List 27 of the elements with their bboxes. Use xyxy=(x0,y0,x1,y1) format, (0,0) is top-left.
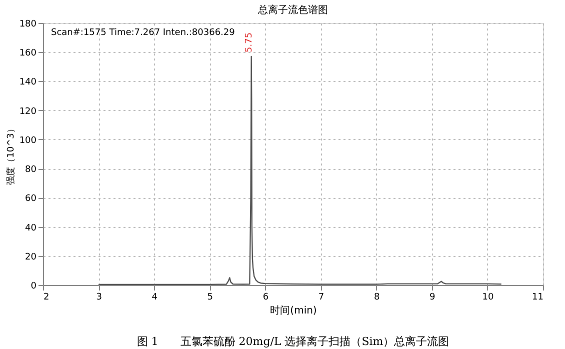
x-tick-label: 3 xyxy=(96,292,102,302)
x-tick-label: 4 xyxy=(152,292,158,302)
x-tick-label: 9 xyxy=(430,292,436,302)
y-tick-label: 100 xyxy=(19,136,37,146)
annotation: 5.75 xyxy=(244,32,254,52)
x-tick-label: 10 xyxy=(482,292,494,302)
x-tick-label: 5 xyxy=(207,292,214,302)
x-axis-title: 时间(min) xyxy=(270,304,317,316)
caption: 图 1 五氯苯硫酚 20mg/L 选择离子扫描（Sim）总离子流图 xyxy=(136,335,450,348)
y-tick-label: 0 xyxy=(30,282,37,292)
chart-title: 总离子流色谱图 xyxy=(257,4,328,16)
line-series xyxy=(98,56,502,286)
annotation: Scan#:1575 Time:7.267 Inten.:80366.29 xyxy=(51,28,236,38)
x-tick-label: 7 xyxy=(318,292,324,302)
y-axis-title: 强度（10^3） xyxy=(5,124,16,185)
y-tick-label: 180 xyxy=(19,20,37,30)
x-tick-label: 8 xyxy=(374,292,380,302)
y-tick-label: 80 xyxy=(25,165,37,176)
y-tick-label: 120 xyxy=(19,106,37,117)
x-tick-label: 2 xyxy=(44,292,50,302)
y-tick-label: 20 xyxy=(25,252,37,262)
x-tick-label: 6 xyxy=(262,292,269,302)
y-tick-label: 160 xyxy=(19,48,37,59)
x-tick-label: 11 xyxy=(532,292,544,302)
y-tick-label: 60 xyxy=(25,194,37,204)
y-tick-label: 140 xyxy=(19,78,37,88)
y-tick-label: 40 xyxy=(25,223,37,234)
